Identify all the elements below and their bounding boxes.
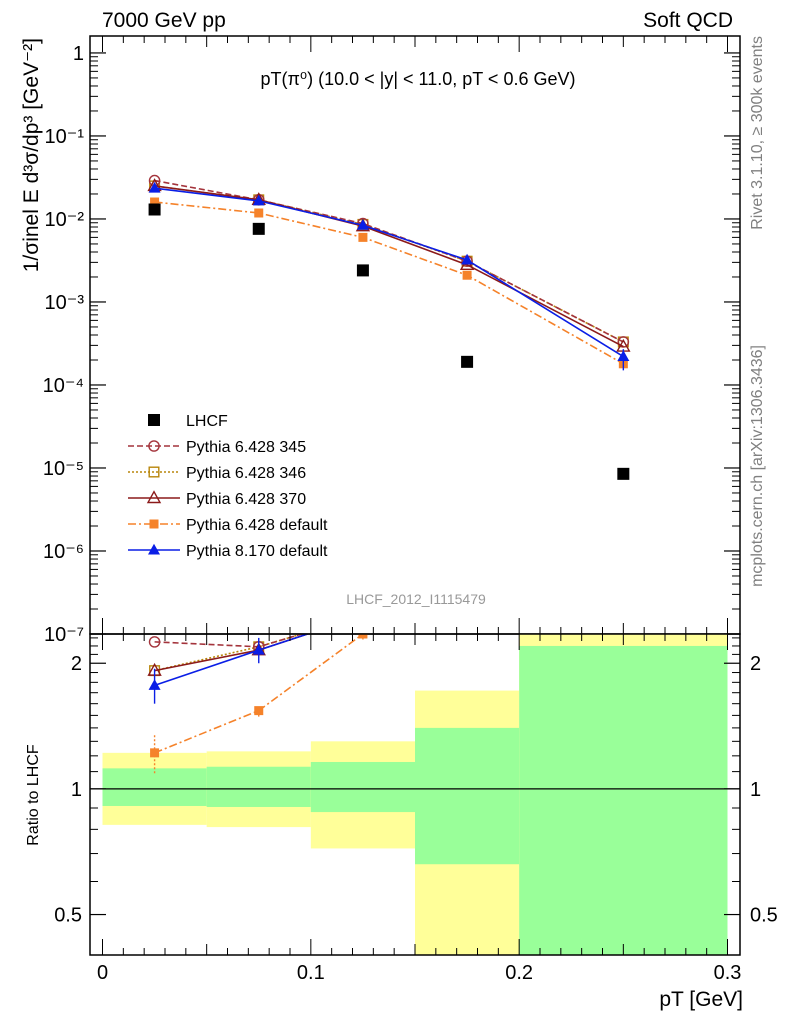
- ratio-point-p6def: [150, 748, 160, 758]
- ratio-y-tick-label: 0.5: [54, 905, 82, 927]
- series-line-p6def: [154, 201, 624, 365]
- ratio-band-inner: [102, 768, 207, 806]
- x-tick-label: 0.1: [297, 962, 325, 984]
- series-line-p8def: [154, 187, 624, 358]
- data-point-p6def: [254, 208, 264, 218]
- main-y-tick-label: 10⁻⁶: [43, 541, 84, 563]
- ratio-series-group: [147, 634, 368, 774]
- ratio-y-tick-label: 2: [71, 653, 82, 675]
- main-plot-marks: [147, 174, 631, 480]
- ratio-band-inner: [519, 645, 728, 955]
- ratio-point-p8def: [252, 643, 265, 655]
- legend-label-data: LHCF: [186, 413, 228, 430]
- data-point-data: [252, 222, 265, 235]
- data-point-p8def: [356, 218, 369, 230]
- ratio-plot-axes: 0.5 0.5 1 1 2 2 0 0.1 0.2 0.3: [54, 634, 778, 984]
- data-point-data: [461, 355, 474, 368]
- data-point-p8def: [252, 194, 265, 206]
- ratio-point-p8def: [148, 679, 161, 690]
- legend-marker-data: [148, 414, 160, 426]
- legend-label-p345: Pythia 6.428 345: [186, 439, 306, 456]
- ratio-plot-background: [90, 634, 740, 955]
- data-point-p8def: [148, 181, 161, 193]
- mcplots-label: mcplots.cern.ch [arXiv:1306.3436]: [749, 345, 766, 587]
- data-point-p8def: [461, 253, 474, 265]
- x-tick-label: 0.3: [714, 962, 742, 984]
- legend-marker-p346: [148, 466, 160, 478]
- x-tick-label: 0.2: [505, 962, 533, 984]
- header-right-label: Soft QCD: [643, 9, 733, 32]
- main-y-tick-label: 10⁻¹: [45, 126, 85, 148]
- legend-label-p6def: Pythia 6.428 default: [186, 517, 328, 534]
- ratio-band-inner: [310, 761, 415, 813]
- data-point-data: [617, 467, 630, 480]
- ratio-y-tick-label-right: 0.5: [750, 905, 778, 927]
- x-tick-label: 0: [97, 962, 108, 984]
- ratio-band-inner: [206, 766, 311, 807]
- ratio-y-tick-label: 1: [71, 779, 82, 801]
- main-y-tick-label: 10⁻⁷: [44, 624, 84, 646]
- ratio-point-p345: [148, 636, 161, 648]
- legend-marker-p345: [148, 440, 160, 452]
- main-y-tick-label: 10⁻²: [45, 209, 85, 231]
- data-point-p6def: [150, 197, 160, 207]
- ratio-y-axis-label: Ratio to LHCF: [25, 744, 42, 846]
- ratio-plot-marks: [147, 634, 368, 774]
- ratio-y-tick-label-right: 2: [750, 653, 761, 675]
- legend-label-p346: Pythia 6.428 346: [186, 465, 306, 482]
- main-plot-axes: 1 10⁻¹ 10⁻² 10⁻³ 10⁻⁴ 10⁻⁵ 10⁻⁶ 10⁻⁷: [43, 36, 740, 646]
- data-point-p6def: [462, 270, 472, 280]
- ratio-point-p6def: [358, 634, 368, 639]
- main-y-tick-label: 1: [73, 43, 84, 65]
- main-title: pT(π⁰) (10.0 < |y| < 11.0, pT < 0.6 GeV): [261, 69, 576, 89]
- main-y-tick-label: 10⁻⁵: [43, 458, 84, 480]
- ratio-y-tick-label-right: 1: [750, 779, 761, 801]
- main-watermark: LHCF_2012_I1115479: [346, 591, 486, 607]
- data-point-data: [148, 203, 161, 216]
- data-point-p8def: [617, 350, 630, 362]
- series-line-p345: [154, 179, 624, 343]
- data-point-p345: [617, 336, 630, 348]
- ratio-point-p6def: [254, 706, 264, 716]
- ratio-band-inner: [415, 727, 520, 865]
- legend-label-p370: Pythia 6.428 370: [186, 491, 306, 508]
- data-point-p6def: [358, 232, 368, 242]
- legend-marker-p8def: [148, 543, 160, 555]
- rivet-version-label: Rivet 3.1.10, ≥ 300k events: [749, 36, 766, 230]
- legend-marker-p6def: [149, 519, 159, 529]
- x-axis-label: pT [GeV]: [659, 988, 743, 1011]
- data-point-data: [356, 264, 369, 277]
- main-y-axis-label: 1/σinel E d³σ/dp³ [GeV⁻²]: [20, 38, 43, 272]
- header-left-label: 7000 GeV pp: [102, 9, 226, 32]
- legend-label-p8def: Pythia 8.170 default: [186, 543, 328, 560]
- main-y-tick-label: 10⁻⁴: [43, 375, 84, 397]
- main-y-tick-label: 10⁻³: [45, 292, 85, 314]
- legend: LHCF Pythia 6.428 345 Pythia 6.428 346 Pyth…: [128, 413, 328, 560]
- legend-marker-p370: [146, 490, 162, 504]
